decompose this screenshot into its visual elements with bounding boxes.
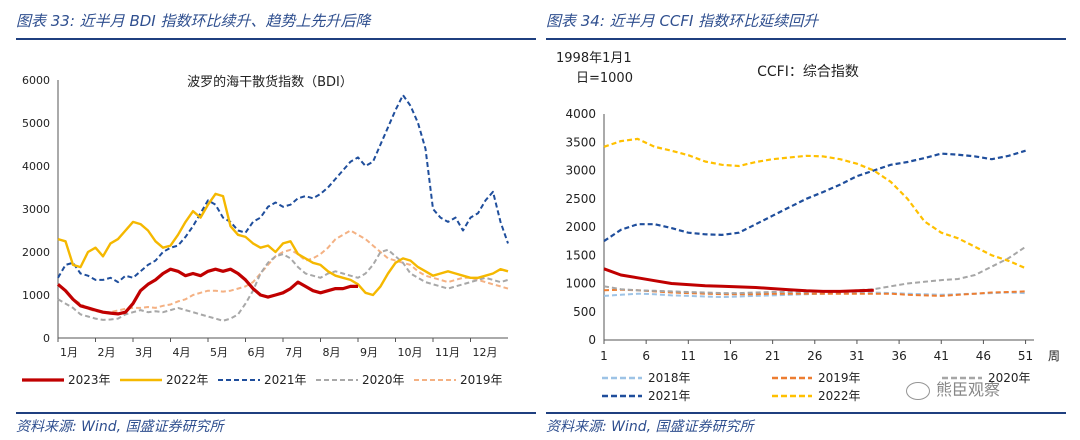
y-tick-label: 0 (43, 332, 50, 345)
legend-label: 2020年 (988, 371, 1031, 385)
x-tick-label: 4月 (173, 346, 191, 359)
series-line-2022年 (57, 192, 509, 297)
series-line-2021年 (57, 94, 509, 284)
top-rule (546, 38, 1066, 40)
bottom-rule (16, 412, 536, 414)
x-tick-label: 16 (723, 349, 738, 363)
y-tick-label: 5000 (22, 117, 50, 130)
legend-label: 2019年 (460, 373, 503, 387)
x-tick-label: 8月 (323, 346, 341, 359)
y-tick-label: 6000 (22, 74, 50, 87)
y-tick-label: 1500 (565, 248, 596, 262)
top-rule (16, 38, 536, 40)
series-line-2019年 (57, 229, 509, 314)
y-tick-label: 2000 (565, 220, 596, 234)
ccfi-chart: 1998年1月1 日=1000 CCFI：综合指数 0 500 1000 1500 2000 2… (556, 51, 1060, 403)
watermark: 熊臣观察 (906, 376, 1000, 400)
legend-label: 2023年 (68, 373, 111, 387)
x-tick-label: 46 (976, 349, 991, 363)
x-tick-label: 31 (849, 349, 864, 363)
x-tick-label: 1月 (60, 346, 78, 359)
x-tick-label: 3月 (135, 346, 153, 359)
x-tick-label: 36 (891, 349, 906, 363)
x-tick-label: 9月 (360, 346, 378, 359)
legend-label: 2021年 (264, 373, 307, 387)
watermark-text: 熊臣观察 (936, 380, 1001, 399)
x-tick-label: 12月 (473, 346, 498, 359)
series-line-current (603, 267, 874, 293)
x-tick-label: 7月 (285, 346, 303, 359)
ccfi-figure-title: 图表 34: 近半月 CCFI 指数环比延续回升 (546, 12, 819, 30)
legend-label: 2022年 (818, 389, 861, 403)
x-tick-label: 41 (934, 349, 949, 363)
y-tick-label: 3500 (565, 135, 596, 149)
y-tick-label: 4000 (22, 160, 50, 173)
y-tick-label: 500 (573, 305, 596, 319)
ccfi-source-note: 资料来源: Wind, 国盛证券研究所 (546, 419, 754, 435)
chart-title: 波罗的海干散货指数（BDI） (187, 74, 353, 90)
x-tick-label: 26 (807, 349, 822, 363)
x-tick-label: 1 (600, 349, 608, 363)
base-note: 日=1000 (576, 71, 633, 86)
y-tick-label: 0 (588, 333, 596, 347)
bottom-rule (546, 412, 1066, 414)
series-line-2021年 (603, 149, 1026, 243)
wechat-icon (906, 381, 930, 400)
x-tick-label: 2月 (98, 346, 116, 359)
x-tick-label: 51 (1018, 349, 1033, 363)
series-line-2020年 (57, 248, 509, 322)
y-tick-label: 2000 (22, 246, 50, 259)
x-tick-label: 21 (765, 349, 780, 363)
bdi-figure-title: 图表 33: 近半月 BDI 指数环比续升、趋势上先升后降 (16, 12, 371, 30)
y-tick-label: 1000 (22, 289, 50, 302)
y-tick-label: 1000 (565, 277, 596, 291)
bdi-chart: 波罗的海干散货指数（BDI） 0 1000 2000 3000 4000 5000 6000 1… (22, 74, 509, 387)
bdi-panel: 图表 33: 近半月 BDI 指数环比续升、趋势上先升后降 波罗的海干散货指数（… (16, 0, 536, 440)
series-line-2019年 (603, 288, 1026, 297)
series-line-2022年 (603, 137, 1027, 270)
legend-label: 2020年 (362, 373, 405, 387)
legend-label: 2021年 (648, 389, 691, 403)
x-tick-label: 10月 (398, 346, 423, 359)
y-tick-label: 4000 (565, 107, 596, 121)
x-tick-label: 11月 (435, 346, 460, 359)
base-note: 1998年1月1 (556, 51, 632, 66)
y-tick-label: 2500 (565, 192, 596, 206)
x-axis-unit: 周 (1048, 349, 1060, 363)
series-line-2023年 (56, 267, 358, 316)
y-tick-label: 3000 (22, 203, 50, 216)
legend-label: 2018年 (648, 371, 691, 385)
series-line-2020年 (603, 245, 1027, 295)
x-tick-label: 5月 (210, 346, 228, 359)
legend-label: 2019年 (818, 371, 861, 385)
chart-title: CCFI：综合指数 (757, 64, 859, 80)
x-tick-label: 11 (681, 349, 696, 363)
x-tick-label: 6 (642, 349, 650, 363)
bdi-source-note: 资料来源: Wind, 国盛证券研究所 (16, 419, 224, 435)
y-tick-label: 3000 (565, 164, 596, 178)
ccfi-panel: 图表 34: 近半月 CCFI 指数环比延续回升 1998年1月1 日=1000 C… (546, 0, 1066, 440)
x-tick-label: 6月 (248, 346, 266, 359)
legend-label: 2022年 (166, 373, 209, 387)
